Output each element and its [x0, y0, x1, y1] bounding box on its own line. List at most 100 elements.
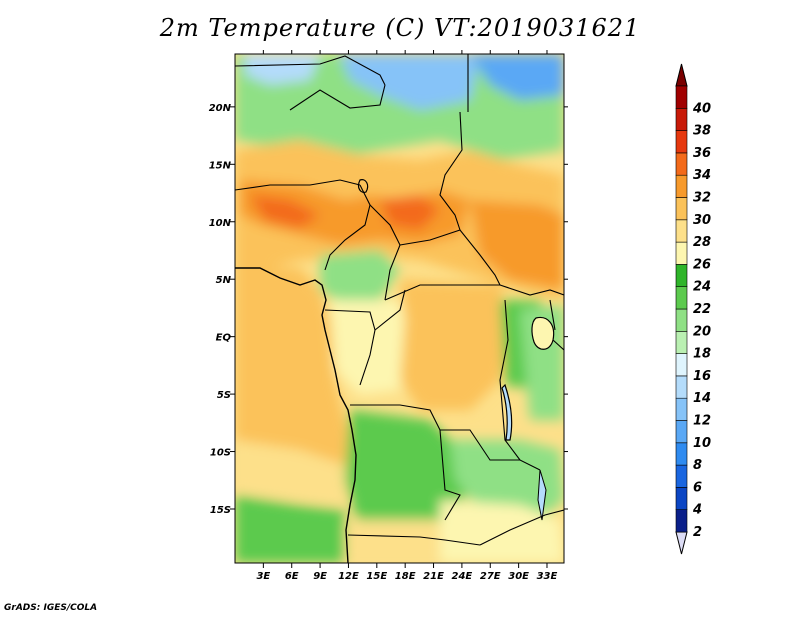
colorbar-bin — [675, 464, 688, 488]
y-tick-label: 10N — [209, 218, 232, 229]
colorbar-label: 30 — [693, 213, 711, 228]
colorbar-bin — [675, 420, 688, 444]
border-car-sudan — [399, 229, 501, 286]
colorbar-bin — [675, 509, 688, 533]
region-zambia-green — [450, 440, 564, 520]
x-tick-label: 12E — [338, 571, 359, 582]
border-algeria-libya — [235, 55, 386, 86]
colorbar-bin — [675, 308, 688, 332]
border-angola-namibia — [347, 534, 481, 546]
x-tick-label: 6E — [285, 571, 299, 582]
border-congo-drc — [374, 289, 406, 331]
y-tick-label: 15N — [209, 160, 232, 171]
border-car-drc — [384, 284, 500, 301]
colorbar-bin — [675, 286, 688, 310]
colorbar-bin — [675, 174, 688, 198]
border-chad-sudan — [439, 111, 463, 231]
colorbar-bin — [675, 197, 688, 221]
border-drc-west — [350, 404, 441, 431]
grads-credit: GrADS: IGES/COLA — [4, 603, 98, 613]
border-libya-niger-chad — [289, 84, 386, 111]
colorbar-over-arrow — [675, 63, 688, 87]
border-angola-drc — [440, 429, 541, 471]
region-sudan-orange — [470, 200, 564, 290]
lake-malawi — [537, 469, 547, 521]
border-nigeria-cameroon — [324, 184, 371, 271]
colorbar-label: 8 — [693, 458, 702, 473]
x-tick-label: 27E — [480, 571, 501, 582]
region-nw-blue — [245, 54, 320, 85]
colorbar-bin — [675, 152, 688, 176]
colorbar-label: 6 — [693, 480, 702, 495]
x-tick-label: 30E — [508, 571, 529, 582]
coastline — [235, 267, 357, 563]
border-south-sudan-uganda — [499, 284, 564, 296]
colorbar-bin — [675, 241, 688, 265]
colorbar-under-arrow — [675, 531, 688, 555]
y-tick-label: 15S — [210, 505, 231, 516]
colorbar-bin — [675, 264, 688, 287]
colorbar-label: 34 — [693, 168, 711, 183]
region-angola-green — [345, 410, 470, 540]
colorbar-bin — [675, 353, 688, 377]
x-tick-label: 18E — [395, 571, 416, 582]
border-angola-zambia — [439, 429, 461, 521]
colorbar-bin — [675, 487, 688, 510]
colorbar-bin — [675, 397, 688, 421]
y-axis-ticks: 20N 15N 10N 5N EQ 5S 10S 15S — [209, 103, 568, 516]
y-tick-label: 10S — [210, 448, 231, 459]
region-atlantic-south — [235, 440, 345, 505]
colorbar-label: 10 — [693, 436, 711, 451]
x-tick-label: 3E — [256, 571, 270, 582]
colorbar-label: 28 — [693, 235, 711, 250]
x-tick-label: 24E — [452, 571, 473, 582]
region-congo-orange — [400, 280, 510, 410]
colorbar-bin — [675, 219, 688, 243]
colorbar-bin — [675, 108, 688, 131]
x-tick-label: 15E — [366, 571, 387, 582]
region-atlantic — [235, 265, 360, 480]
colorbar-label: 24 — [693, 280, 711, 295]
region-sw-yellow — [345, 520, 440, 563]
region-sahel-hottest — [250, 195, 320, 228]
colorbar-label: 38 — [693, 124, 711, 139]
y-tick-label: 5N — [216, 275, 232, 286]
colorbar-bin — [675, 85, 688, 109]
lake-chad — [357, 179, 369, 193]
region-chad-hottest — [380, 195, 440, 230]
colorbar-bin — [675, 375, 688, 399]
colorbar-bin — [675, 442, 688, 466]
colorbar-label: 22 — [693, 302, 711, 317]
colorbar-label: 18 — [693, 347, 711, 362]
colorbar-label: 32 — [693, 191, 711, 206]
temperature-map — [235, 54, 564, 563]
map-frame — [234, 53, 565, 564]
region-sahara-blue — [340, 54, 480, 110]
border-zambia-zimbabwe — [479, 509, 564, 546]
region-sahara-green — [235, 54, 564, 160]
region-sahara-blue-2 — [470, 54, 564, 100]
chart-title: 2m Temperature (C) VT:2019031621 — [159, 14, 641, 42]
y-tick-label: 20N — [209, 103, 232, 114]
colorbar-label: 26 — [693, 257, 711, 272]
region-cameroon-green — [320, 250, 400, 305]
x-axis-ticks: 3E 6E 9E 12E 15E 18E 21E 24E 27E 30E 33E — [256, 50, 558, 582]
colorbar-label: 40 — [692, 101, 711, 116]
x-tick-label: 9E — [313, 571, 327, 582]
region-gabon-yellow — [330, 300, 410, 395]
colorbar-bin — [675, 330, 688, 354]
country-borders — [235, 54, 564, 546]
border-niger-nigeria — [235, 179, 361, 191]
colorbar-label: 36 — [693, 146, 711, 161]
x-tick-label: 21E — [423, 571, 444, 582]
colorbar-label: 20 — [693, 324, 711, 339]
colorbar-bin — [675, 130, 688, 154]
y-tick-label: EQ — [216, 333, 232, 344]
border-tanzania-kenya — [552, 339, 564, 351]
border-uganda-kenya — [549, 299, 556, 331]
lake-victoria — [531, 316, 555, 350]
region-zambia-yellow — [440, 500, 564, 563]
colorbar-label: 4 — [692, 503, 702, 518]
